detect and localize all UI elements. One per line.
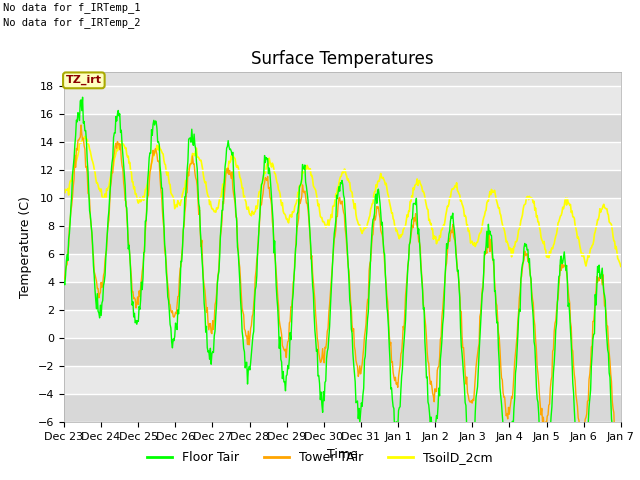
Bar — [64, 86, 621, 114]
Bar — [64, 282, 621, 310]
Bar — [64, 395, 621, 422]
X-axis label: Time: Time — [327, 448, 358, 461]
Text: No data for f_IRTemp_2: No data for f_IRTemp_2 — [3, 17, 141, 28]
Bar — [64, 254, 621, 282]
Bar — [64, 170, 621, 198]
Bar — [64, 142, 621, 170]
Text: TZ_irt: TZ_irt — [66, 75, 102, 85]
Y-axis label: Temperature (C): Temperature (C) — [19, 196, 32, 298]
Bar — [64, 226, 621, 254]
Title: Surface Temperatures: Surface Temperatures — [251, 49, 434, 68]
Text: No data for f_IRTemp_1: No data for f_IRTemp_1 — [3, 2, 141, 13]
Legend: Floor Tair, Tower TAir, TsoilD_2cm: Floor Tair, Tower TAir, TsoilD_2cm — [142, 446, 498, 469]
Bar — [64, 338, 621, 366]
Bar — [64, 310, 621, 338]
Bar — [64, 114, 621, 142]
Bar — [64, 198, 621, 226]
Bar — [64, 366, 621, 395]
